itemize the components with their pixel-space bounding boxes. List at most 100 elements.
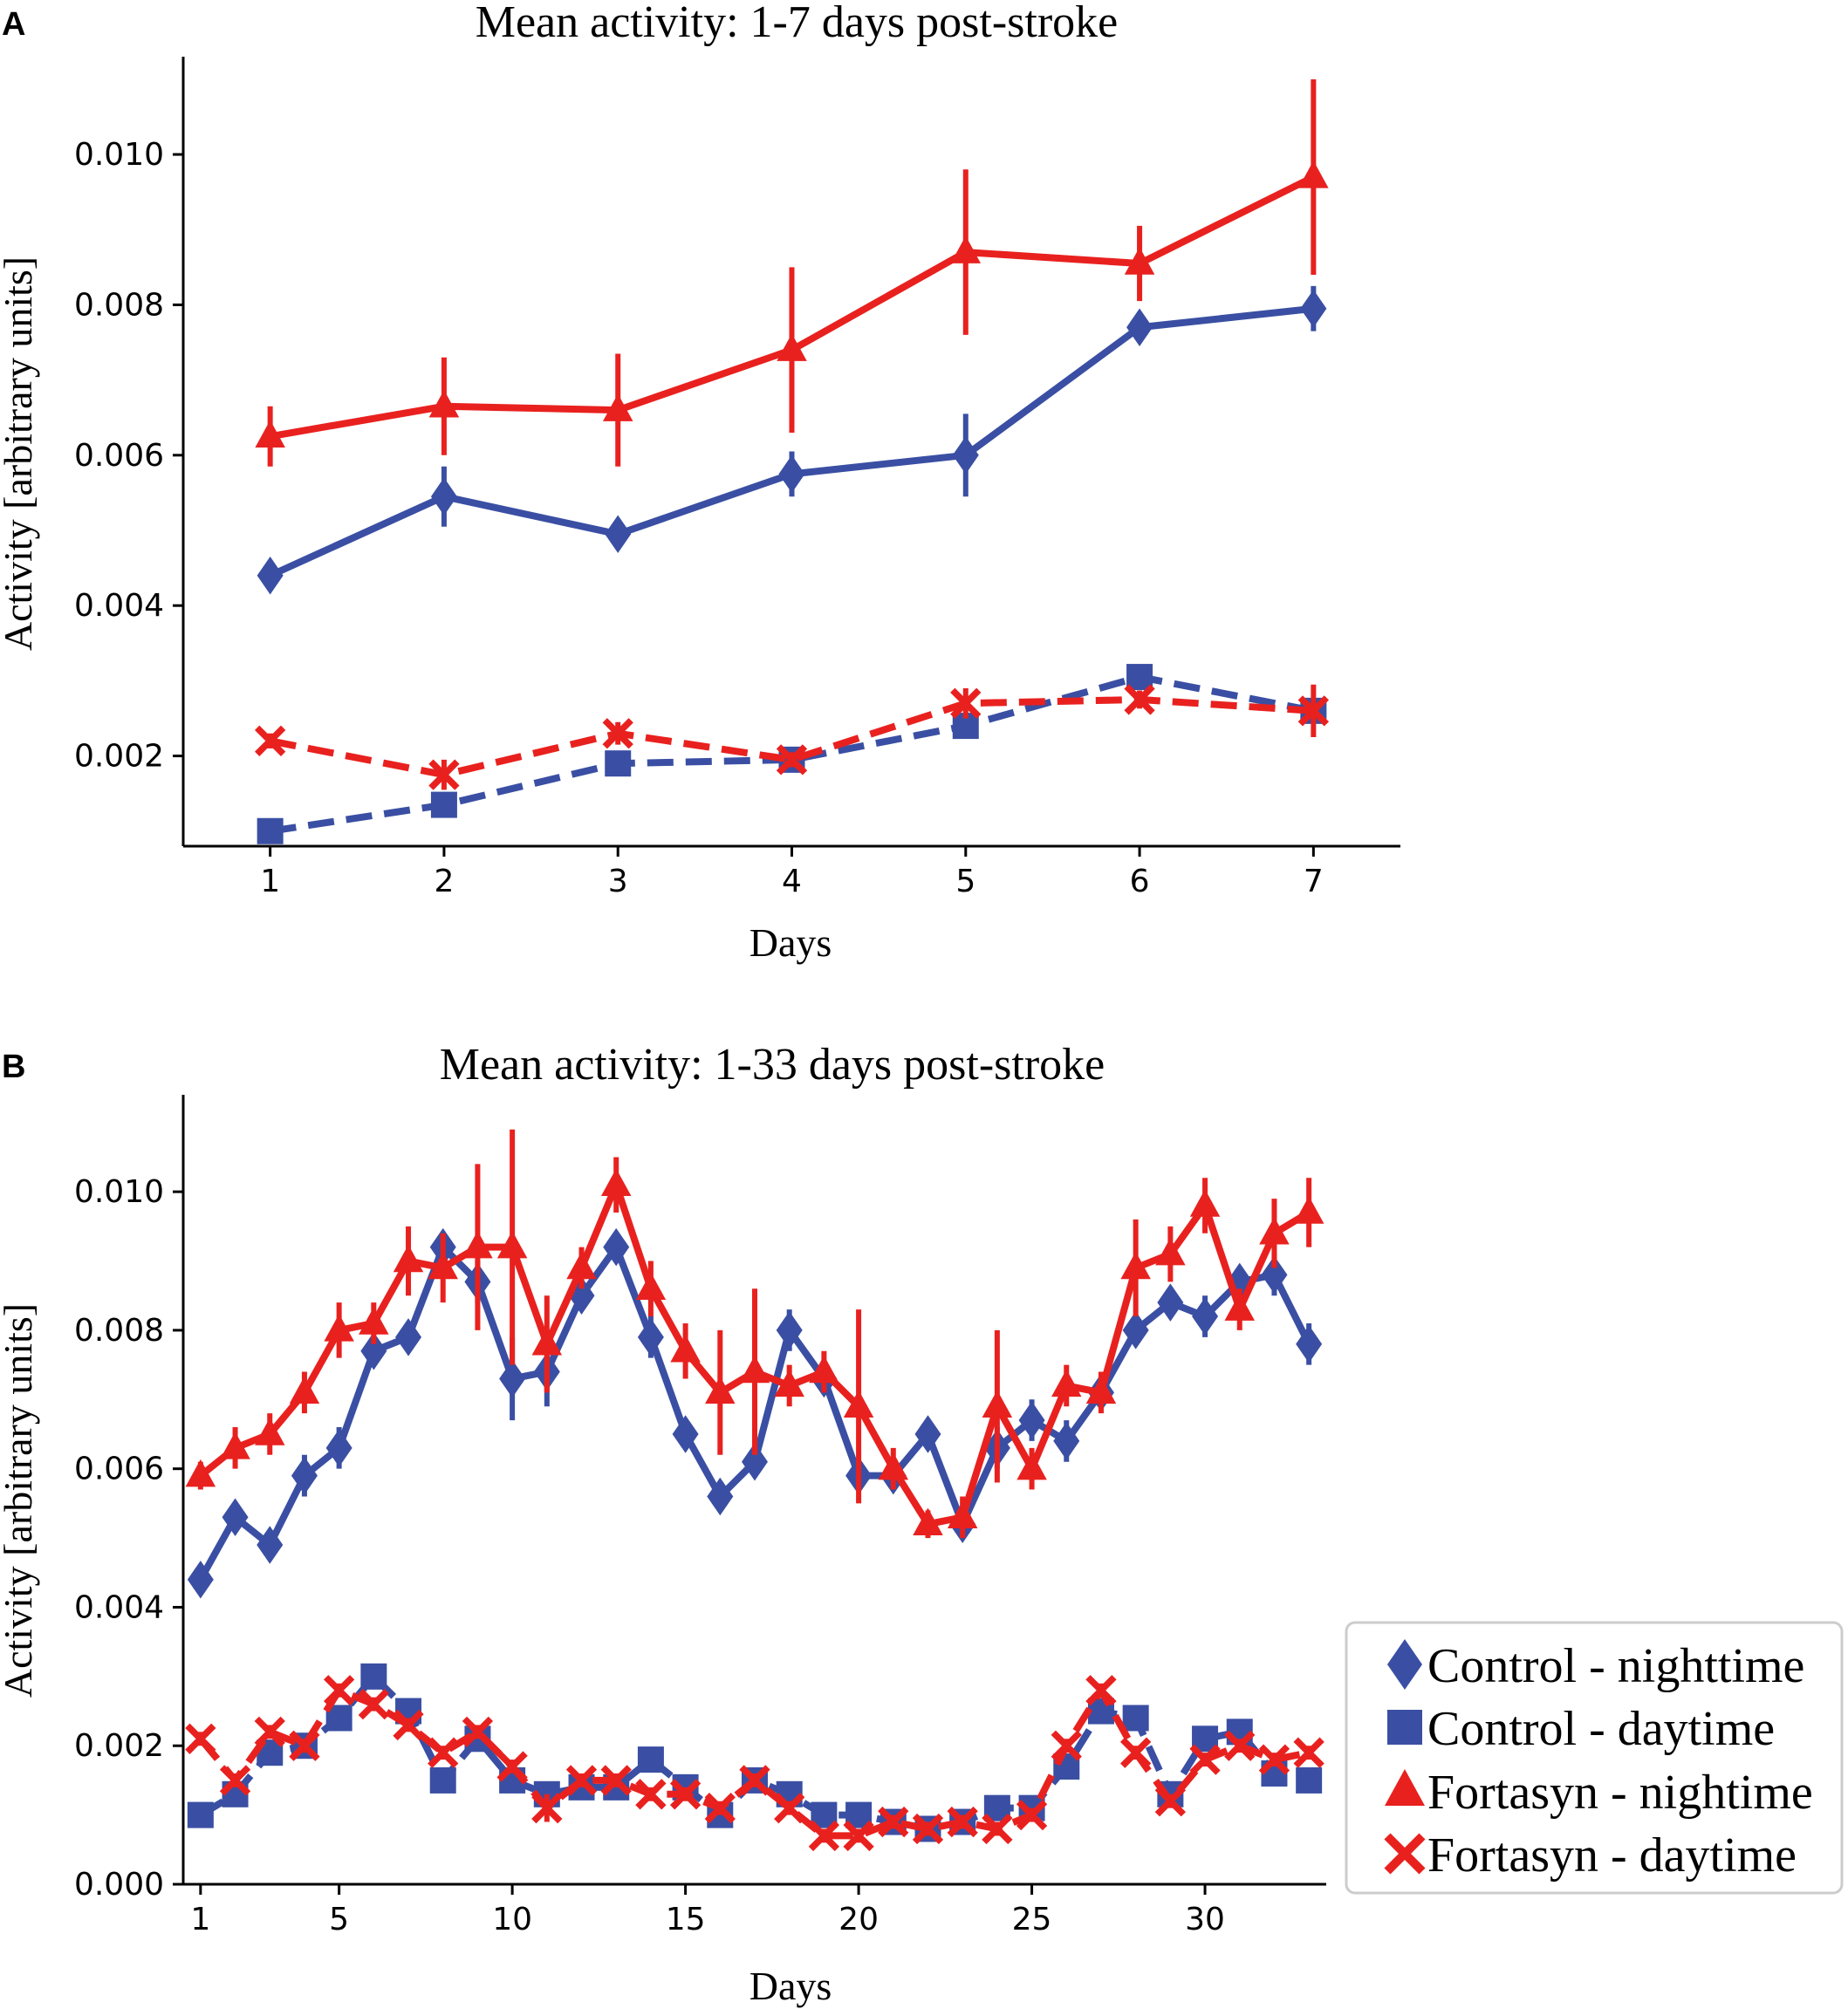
data-point (219, 1765, 251, 1796)
data-point (1298, 161, 1329, 188)
data-point (1300, 289, 1327, 328)
x-tick-label: 20 (838, 1902, 879, 1937)
data-point (220, 1432, 250, 1459)
legend-square-icon (1387, 1710, 1422, 1745)
data-point (982, 1813, 1013, 1845)
data-point (360, 1663, 387, 1690)
data-point (950, 687, 982, 719)
panel-a-xlabel: Days (749, 920, 832, 965)
series-control-daytime (187, 1663, 1323, 1842)
data-point (254, 1716, 285, 1748)
data-point (254, 725, 286, 756)
data-point (1224, 1293, 1256, 1321)
data-point (289, 1730, 320, 1761)
data-point (393, 1709, 424, 1741)
data-point (602, 718, 633, 749)
y-tick-label: 0.010 (74, 1174, 164, 1210)
data-point (565, 1765, 598, 1796)
data-point (323, 1675, 355, 1706)
data-point (360, 1331, 387, 1370)
y-tick-label: 0.006 (74, 438, 164, 474)
data-point (914, 1415, 941, 1453)
data-point (672, 1415, 699, 1453)
legend: Control - nighttime Control - daytime Fo… (1345, 1621, 1844, 1895)
panel-a: A Mean activity: 1-7 days post-stroke Da… (0, 0, 1400, 965)
data-point (1296, 1766, 1323, 1794)
data-point (1297, 695, 1330, 727)
data-point (707, 1477, 734, 1516)
data-point (878, 1806, 909, 1838)
data-point (566, 1251, 597, 1280)
legend-marker-control-daytime (1387, 1710, 1422, 1745)
data-point (1189, 1189, 1221, 1217)
data-point (222, 1498, 249, 1537)
data-point (950, 236, 982, 263)
data-point (774, 1793, 805, 1824)
data-point (1157, 1283, 1184, 1322)
legend-marker-fortasyn-nightime (1385, 1769, 1425, 1806)
x-tick-label: 4 (782, 864, 802, 899)
legend-label-control-nighttime: Control - nighttime (1427, 1639, 1804, 1693)
data-point (605, 750, 632, 777)
data-point (187, 1801, 214, 1828)
data-point (1258, 1744, 1290, 1775)
data-point (1051, 1369, 1082, 1397)
data-point (257, 1526, 284, 1564)
data-point (1293, 1196, 1324, 1224)
data-point (496, 1230, 528, 1259)
data-point (669, 1779, 702, 1810)
data-point (776, 1311, 803, 1350)
data-point (1122, 1311, 1149, 1350)
y-tick-label: 0.004 (74, 1589, 164, 1625)
data-point (1259, 1217, 1290, 1245)
data-point (1189, 1744, 1221, 1775)
data-point (1122, 1705, 1149, 1732)
data-point (462, 1716, 494, 1748)
x-tick-label: 3 (608, 864, 628, 899)
x-tick-label: 5 (955, 864, 975, 899)
data-point (742, 1442, 768, 1481)
data-point (1053, 1422, 1080, 1460)
data-point (635, 1272, 667, 1301)
y-tick-label: 0.002 (74, 1728, 164, 1764)
data-point (635, 1779, 667, 1810)
x-tick-label: 15 (666, 1902, 706, 1937)
y-tick-label: 0.006 (74, 1452, 164, 1487)
panel-a-ylabel: Activity [arbitrary units] (0, 256, 40, 651)
x-tick-label: 1 (260, 864, 280, 899)
data-point (1154, 1786, 1187, 1817)
data-point (809, 1355, 839, 1384)
panel-b-xlabel: Days (749, 1964, 832, 2008)
y-tick-label: 0.002 (74, 739, 164, 775)
data-point (603, 1227, 630, 1267)
x-tick-label: 1 (190, 1902, 210, 1937)
data-point (531, 1328, 563, 1356)
legend-triangle-icon (1385, 1769, 1425, 1806)
x-tick-label: 25 (1012, 1902, 1052, 1937)
data-point (739, 1355, 770, 1384)
data-point (430, 477, 457, 516)
data-point (395, 1318, 422, 1356)
data-point (670, 1334, 701, 1363)
panel-b: B Mean activity: 1-33 days post-stroke D… (0, 1040, 1326, 2008)
data-point (1124, 684, 1155, 715)
data-point (462, 1230, 493, 1259)
data-point (254, 1418, 285, 1445)
data-point (637, 1318, 664, 1356)
data-point (1261, 1255, 1288, 1295)
legend-label-fortasyn-nightime: Fortasyn - nightime (1427, 1766, 1813, 1820)
data-point (429, 1766, 456, 1794)
data-point (1085, 1675, 1117, 1706)
data-point (777, 333, 807, 361)
legend-marker-fortasyn-daytime (1384, 1833, 1426, 1875)
legend-item-fortasyn-daytime: Fortasyn - daytime (1384, 1828, 1797, 1883)
series-fortasyn-daytime (254, 684, 1330, 790)
data-point (913, 1507, 943, 1535)
data-point (705, 1376, 736, 1404)
data-point (428, 1251, 458, 1280)
data-point (982, 1390, 1013, 1418)
panel-a-label: A (2, 6, 25, 43)
data-point (739, 1765, 770, 1796)
y-tick-label: 0.008 (74, 1313, 164, 1349)
data-point (185, 1723, 216, 1754)
